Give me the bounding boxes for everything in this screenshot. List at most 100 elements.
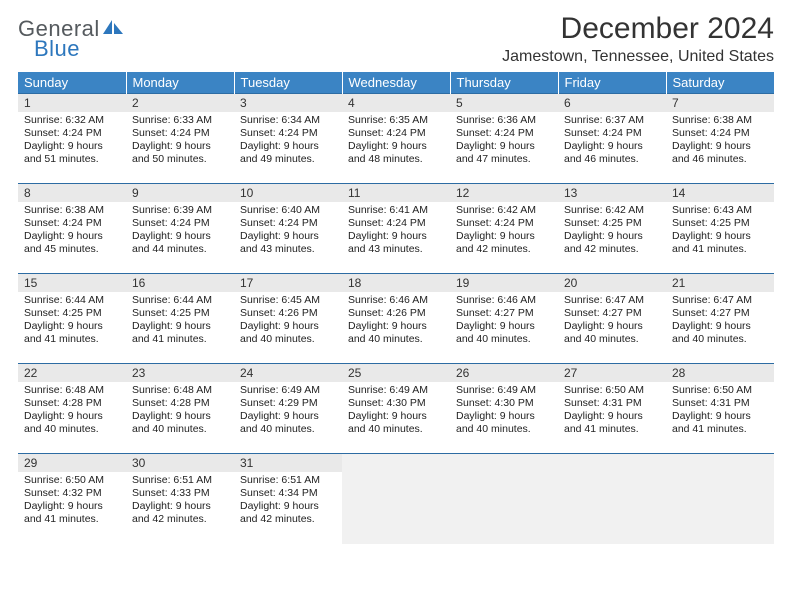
sunset-line: Sunset: 4:34 PM	[240, 487, 336, 500]
day-body: Sunrise: 6:50 AMSunset: 4:31 PMDaylight:…	[558, 382, 666, 441]
day-number: 15	[18, 274, 126, 292]
sunset-line: Sunset: 4:30 PM	[456, 397, 552, 410]
day-number: 13	[558, 184, 666, 202]
daylight-line: Daylight: 9 hours and 48 minutes.	[348, 140, 444, 166]
logo-sail-icon	[102, 18, 124, 41]
day-number: 24	[234, 364, 342, 382]
sunrise-line: Sunrise: 6:36 AM	[456, 114, 552, 127]
daylight-line: Daylight: 9 hours and 40 minutes.	[348, 320, 444, 346]
daylight-line: Daylight: 9 hours and 40 minutes.	[564, 320, 660, 346]
sunrise-line: Sunrise: 6:50 AM	[564, 384, 660, 397]
sunset-line: Sunset: 4:33 PM	[132, 487, 228, 500]
calendar-day-cell: 7Sunrise: 6:38 AMSunset: 4:24 PMDaylight…	[666, 94, 774, 184]
calendar-day-cell: 2Sunrise: 6:33 AMSunset: 4:24 PMDaylight…	[126, 94, 234, 184]
calendar-day-cell: 9Sunrise: 6:39 AMSunset: 4:24 PMDaylight…	[126, 184, 234, 274]
day-body: Sunrise: 6:36 AMSunset: 4:24 PMDaylight:…	[450, 112, 558, 171]
sunset-line: Sunset: 4:24 PM	[24, 127, 120, 140]
sunset-line: Sunset: 4:25 PM	[672, 217, 768, 230]
daylight-line: Daylight: 9 hours and 40 minutes.	[348, 410, 444, 436]
sunset-line: Sunset: 4:24 PM	[456, 127, 552, 140]
calendar-week-row: 22Sunrise: 6:48 AMSunset: 4:28 PMDayligh…	[18, 364, 774, 454]
location-subtitle: Jamestown, Tennessee, United States	[502, 48, 774, 66]
day-header-friday: Friday	[558, 72, 666, 94]
day-number: 25	[342, 364, 450, 382]
calendar-day-cell: 5Sunrise: 6:36 AMSunset: 4:24 PMDaylight…	[450, 94, 558, 184]
day-header-monday: Monday	[126, 72, 234, 94]
sunrise-line: Sunrise: 6:43 AM	[672, 204, 768, 217]
day-number: 20	[558, 274, 666, 292]
calendar-day-cell: 13Sunrise: 6:42 AMSunset: 4:25 PMDayligh…	[558, 184, 666, 274]
sunset-line: Sunset: 4:24 PM	[240, 127, 336, 140]
sunset-line: Sunset: 4:29 PM	[240, 397, 336, 410]
daylight-line: Daylight: 9 hours and 41 minutes.	[672, 410, 768, 436]
daylight-line: Daylight: 9 hours and 42 minutes.	[240, 500, 336, 526]
calendar-day-cell: 31Sunrise: 6:51 AMSunset: 4:34 PMDayligh…	[234, 454, 342, 544]
day-body: Sunrise: 6:35 AMSunset: 4:24 PMDaylight:…	[342, 112, 450, 171]
daylight-line: Daylight: 9 hours and 42 minutes.	[564, 230, 660, 256]
day-body: Sunrise: 6:40 AMSunset: 4:24 PMDaylight:…	[234, 202, 342, 261]
day-number: 2	[126, 94, 234, 112]
sunrise-line: Sunrise: 6:38 AM	[672, 114, 768, 127]
sunrise-line: Sunrise: 6:32 AM	[24, 114, 120, 127]
sunrise-line: Sunrise: 6:41 AM	[348, 204, 444, 217]
calendar-day-cell	[558, 454, 666, 544]
day-body: Sunrise: 6:51 AMSunset: 4:34 PMDaylight:…	[234, 472, 342, 531]
day-number: 27	[558, 364, 666, 382]
calendar-day-cell: 10Sunrise: 6:40 AMSunset: 4:24 PMDayligh…	[234, 184, 342, 274]
calendar-day-cell: 29Sunrise: 6:50 AMSunset: 4:32 PMDayligh…	[18, 454, 126, 544]
day-body: Sunrise: 6:32 AMSunset: 4:24 PMDaylight:…	[18, 112, 126, 171]
day-number: 11	[342, 184, 450, 202]
day-number: 23	[126, 364, 234, 382]
daylight-line: Daylight: 9 hours and 40 minutes.	[456, 410, 552, 436]
daylight-line: Daylight: 9 hours and 49 minutes.	[240, 140, 336, 166]
calendar-day-cell: 14Sunrise: 6:43 AMSunset: 4:25 PMDayligh…	[666, 184, 774, 274]
day-number: 4	[342, 94, 450, 112]
sunset-line: Sunset: 4:24 PM	[24, 217, 120, 230]
day-body: Sunrise: 6:41 AMSunset: 4:24 PMDaylight:…	[342, 202, 450, 261]
calendar-day-cell: 6Sunrise: 6:37 AMSunset: 4:24 PMDaylight…	[558, 94, 666, 184]
calendar-day-cell: 18Sunrise: 6:46 AMSunset: 4:26 PMDayligh…	[342, 274, 450, 364]
daylight-line: Daylight: 9 hours and 41 minutes.	[672, 230, 768, 256]
day-number: 16	[126, 274, 234, 292]
calendar-day-cell: 27Sunrise: 6:50 AMSunset: 4:31 PMDayligh…	[558, 364, 666, 454]
calendar-day-cell: 24Sunrise: 6:49 AMSunset: 4:29 PMDayligh…	[234, 364, 342, 454]
day-header-row: Sunday Monday Tuesday Wednesday Thursday…	[18, 72, 774, 94]
sunrise-line: Sunrise: 6:39 AM	[132, 204, 228, 217]
sunset-line: Sunset: 4:27 PM	[672, 307, 768, 320]
day-number: 21	[666, 274, 774, 292]
day-body: Sunrise: 6:42 AMSunset: 4:25 PMDaylight:…	[558, 202, 666, 261]
sunrise-line: Sunrise: 6:49 AM	[240, 384, 336, 397]
day-number: 1	[18, 94, 126, 112]
calendar-week-row: 1Sunrise: 6:32 AMSunset: 4:24 PMDaylight…	[18, 94, 774, 184]
daylight-line: Daylight: 9 hours and 44 minutes.	[132, 230, 228, 256]
day-body: Sunrise: 6:43 AMSunset: 4:25 PMDaylight:…	[666, 202, 774, 261]
calendar-day-cell: 3Sunrise: 6:34 AMSunset: 4:24 PMDaylight…	[234, 94, 342, 184]
sunrise-line: Sunrise: 6:40 AM	[240, 204, 336, 217]
day-body: Sunrise: 6:48 AMSunset: 4:28 PMDaylight:…	[18, 382, 126, 441]
sunset-line: Sunset: 4:24 PM	[456, 217, 552, 230]
page-header: General Blue December 2024 Jamestown, Te…	[18, 12, 774, 66]
day-number: 29	[18, 454, 126, 472]
daylight-line: Daylight: 9 hours and 40 minutes.	[672, 320, 768, 346]
day-number: 28	[666, 364, 774, 382]
calendar-day-cell: 23Sunrise: 6:48 AMSunset: 4:28 PMDayligh…	[126, 364, 234, 454]
calendar-day-cell: 4Sunrise: 6:35 AMSunset: 4:24 PMDaylight…	[342, 94, 450, 184]
calendar-day-cell: 11Sunrise: 6:41 AMSunset: 4:24 PMDayligh…	[342, 184, 450, 274]
sunset-line: Sunset: 4:32 PM	[24, 487, 120, 500]
day-number: 17	[234, 274, 342, 292]
sunrise-line: Sunrise: 6:42 AM	[564, 204, 660, 217]
calendar-page: General Blue December 2024 Jamestown, Te…	[0, 0, 792, 612]
day-body: Sunrise: 6:37 AMSunset: 4:24 PMDaylight:…	[558, 112, 666, 171]
daylight-line: Daylight: 9 hours and 45 minutes.	[24, 230, 120, 256]
calendar-day-cell: 17Sunrise: 6:45 AMSunset: 4:26 PMDayligh…	[234, 274, 342, 364]
calendar-day-cell: 22Sunrise: 6:48 AMSunset: 4:28 PMDayligh…	[18, 364, 126, 454]
sunrise-line: Sunrise: 6:44 AM	[132, 294, 228, 307]
sunset-line: Sunset: 4:24 PM	[564, 127, 660, 140]
sunrise-line: Sunrise: 6:50 AM	[672, 384, 768, 397]
sunrise-line: Sunrise: 6:46 AM	[456, 294, 552, 307]
daylight-line: Daylight: 9 hours and 40 minutes.	[240, 320, 336, 346]
day-body: Sunrise: 6:48 AMSunset: 4:28 PMDaylight:…	[126, 382, 234, 441]
logo: General Blue	[18, 12, 124, 62]
day-body: Sunrise: 6:49 AMSunset: 4:29 PMDaylight:…	[234, 382, 342, 441]
calendar-day-cell: 12Sunrise: 6:42 AMSunset: 4:24 PMDayligh…	[450, 184, 558, 274]
